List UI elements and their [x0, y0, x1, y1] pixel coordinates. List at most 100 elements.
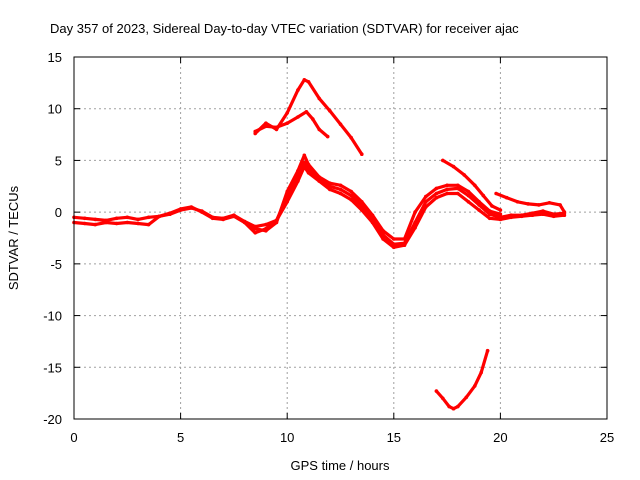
data-point: [349, 189, 354, 194]
x-tick-label: 25: [600, 430, 614, 445]
data-point: [466, 193, 471, 198]
x-tick-label: 5: [177, 430, 184, 445]
data-point: [445, 191, 449, 196]
x-tick-label: 0: [70, 430, 77, 445]
data-point: [349, 197, 354, 202]
data-point: [242, 219, 247, 224]
data-point: [178, 207, 183, 211]
data-point: [466, 200, 471, 204]
data-point: [114, 216, 119, 221]
data-point: [473, 183, 477, 188]
data-point: [370, 213, 375, 217]
data-point: [146, 222, 151, 227]
data-point: [473, 384, 477, 388]
data-point: [264, 222, 268, 227]
data-point: [424, 205, 428, 209]
data-point: [360, 208, 364, 212]
data-point: [304, 110, 309, 114]
data-point: [285, 189, 290, 194]
data-point: [494, 191, 498, 196]
data-point: [328, 181, 332, 185]
data-point: [306, 80, 311, 84]
data-point: [381, 237, 385, 241]
y-tick-label: 10: [48, 102, 62, 117]
data-point: [441, 158, 445, 163]
data-point: [114, 221, 119, 226]
series-layer: [72, 78, 567, 411]
data-point: [490, 204, 494, 208]
data-point: [311, 117, 315, 121]
data-point: [157, 214, 162, 219]
data-point: [466, 189, 471, 194]
data-point: [264, 229, 268, 233]
data-point: [451, 406, 456, 411]
data-point: [456, 183, 460, 188]
data-point: [456, 404, 460, 409]
data-point: [232, 214, 236, 219]
data-point: [328, 109, 332, 113]
data-point: [221, 217, 225, 222]
data-point: [392, 237, 396, 241]
data-point: [434, 191, 439, 196]
data-point: [402, 237, 407, 241]
data-point: [464, 395, 469, 400]
data-point: [498, 208, 503, 212]
data-point: [381, 229, 385, 233]
data-point: [189, 205, 194, 209]
data-point: [413, 210, 417, 214]
data-point: [285, 111, 290, 115]
data-point: [441, 396, 445, 401]
data-point: [274, 125, 279, 130]
data-point: [434, 186, 439, 191]
data-point: [317, 179, 322, 183]
data-point: [434, 389, 439, 393]
data-point: [125, 215, 130, 220]
data-point: [93, 217, 98, 222]
data-point: [402, 243, 407, 247]
data-point: [325, 134, 330, 139]
series-line-upper-a: [253, 78, 364, 156]
data-point: [481, 193, 486, 198]
data-point: [509, 215, 513, 220]
data-point: [487, 209, 492, 213]
data-point: [338, 191, 343, 196]
data-point: [296, 115, 300, 119]
data-point: [302, 164, 307, 169]
data-point: [526, 202, 530, 206]
data-point: [338, 187, 343, 192]
data-point: [317, 175, 322, 179]
data-point: [296, 169, 300, 173]
y-tick-label: -10: [43, 309, 62, 324]
series-line-late-b: [494, 191, 567, 214]
data-point: [104, 220, 108, 225]
data-point: [434, 195, 439, 200]
data-point: [558, 203, 562, 207]
data-point: [530, 213, 535, 217]
data-point: [498, 212, 503, 216]
data-point: [479, 370, 484, 375]
y-axis-label: SDTVAR / TECUs: [6, 185, 21, 290]
data-point: [451, 164, 456, 169]
data-point: [370, 220, 375, 225]
data-point: [306, 162, 311, 167]
data-point: [537, 203, 541, 207]
data-point: [285, 121, 290, 125]
data-point: [519, 214, 524, 219]
grid-layer: [74, 57, 607, 419]
data-point: [349, 193, 354, 198]
data-point: [274, 220, 279, 225]
data-point: [200, 210, 204, 214]
plot-frame: [73, 56, 608, 420]
series-line-negative-arc: [434, 349, 490, 411]
data-point: [477, 208, 481, 212]
data-point: [447, 404, 452, 409]
data-point: [413, 225, 417, 230]
data-point: [296, 88, 300, 92]
data-point: [317, 127, 322, 132]
data-point: [360, 152, 364, 156]
data-point: [515, 200, 520, 204]
data-point: [317, 96, 322, 101]
x-tick-label: 10: [280, 430, 294, 445]
data-point: [456, 191, 460, 196]
